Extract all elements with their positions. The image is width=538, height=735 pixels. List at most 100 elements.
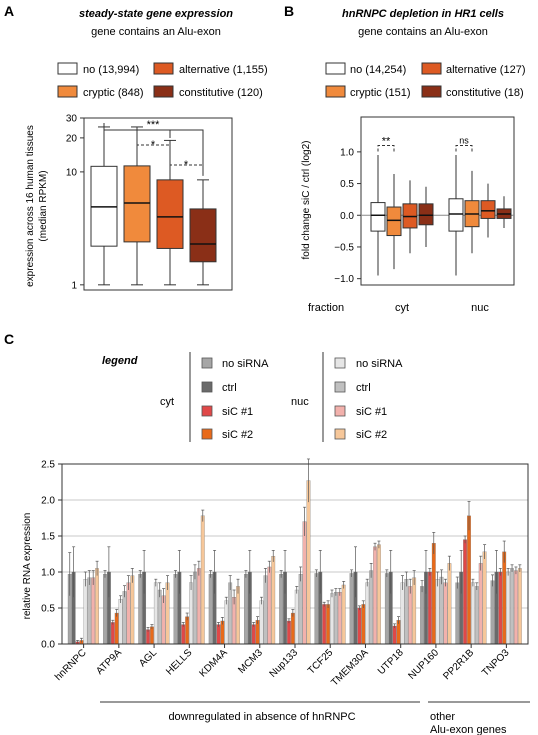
legend-nuc-label-ctrl: ctrl <box>356 382 371 394</box>
bar <box>349 573 354 645</box>
box-alternative <box>402 180 418 254</box>
bar <box>251 624 256 645</box>
y-tick-label: 1.5 <box>41 532 55 543</box>
bar <box>471 582 475 645</box>
legend-cyt-label-no-sirna: no siRNA <box>222 358 269 370</box>
panel-a-significance: ***** <box>103 119 204 176</box>
panel-a-ylabel-line1: expression across 16 human tissues <box>25 125 36 287</box>
bar <box>267 566 272 645</box>
bar <box>435 579 440 645</box>
x-tick-label: NUP160 <box>407 647 442 682</box>
legend-cyt-label-sic2: siC #2 <box>222 429 253 441</box>
bar <box>150 626 154 645</box>
box-constitutive <box>496 196 512 228</box>
bar <box>208 574 213 645</box>
x-tick-label: TCF25 <box>306 647 336 677</box>
legend-cyt-label: cyt <box>160 396 174 408</box>
box-constitutive <box>189 179 217 286</box>
panel-b-fraction-label: fraction <box>308 302 344 314</box>
bar-group-ATP9A <box>103 546 135 645</box>
panel-c-bars <box>67 458 522 645</box>
bar <box>181 624 186 645</box>
box-iqr <box>448 198 464 232</box>
bar <box>365 582 370 645</box>
group-label-other-line1: other <box>430 711 455 723</box>
x-tick-label: Nup133 <box>268 647 301 680</box>
bar <box>392 625 397 645</box>
panel-a-subtitle: gene contains an Alu-exon <box>91 26 221 38</box>
legend-title: legend <box>102 355 138 367</box>
bar-group-NUP160 <box>420 532 452 645</box>
y-tick-label: 2.5 <box>41 460 55 471</box>
legend-swatch-cryptic <box>57 85 78 98</box>
panel-a-letter: A <box>4 3 14 19</box>
box-iqr <box>386 206 402 237</box>
bar <box>361 604 366 645</box>
panel-a-plot-frame <box>83 117 233 291</box>
x-tick-label: TMEM30A <box>329 647 370 688</box>
legend-nuc-label: nuc <box>291 396 309 408</box>
panel-a-title: steady-state gene expression <box>79 8 233 20</box>
panel-b-subtitle: gene contains an Alu-exon <box>358 26 488 38</box>
bar <box>517 568 522 645</box>
x-tick-label: HELLS <box>164 647 194 677</box>
x-tick-label: MCM3 <box>236 647 265 676</box>
y-tick-label: −0.5 <box>334 242 354 253</box>
panel-a: A steady-state gene expression gene cont… <box>4 3 268 291</box>
panel-c-ylabel: relative RNA expression <box>22 513 33 620</box>
bar <box>298 574 303 645</box>
bar-group-AGL <box>138 550 170 645</box>
bar <box>244 574 248 645</box>
legend-nuc-swatch-no-sirna <box>334 357 346 369</box>
legend-swatch-alternative <box>153 62 174 75</box>
bar-group-TMEM30A <box>349 540 381 645</box>
legend-swatch-alternative <box>421 62 442 75</box>
box-no <box>90 126 118 286</box>
x-tick-label: AGL <box>137 647 159 669</box>
panel-c-x-axis: hnRNPC ATP9A AGL HELLS KDM4A MCM3 Nup133 TCF25T… <box>53 644 512 689</box>
bar <box>228 582 233 645</box>
bar <box>455 582 460 645</box>
bar <box>157 589 162 645</box>
legend-label-constitutive: constitutive (18) <box>446 87 524 99</box>
x-tick-label: PP2R1B <box>441 647 476 682</box>
legend-cyt-label-ctrl: ctrl <box>222 382 237 394</box>
y-tick-label: 30 <box>66 114 78 125</box>
bar <box>443 582 448 645</box>
box-cryptic <box>123 126 151 286</box>
bar <box>287 620 291 645</box>
x-tick-label: UTP18 <box>376 647 406 677</box>
panel-b-y-axis: −1.0 −0.5 0.0 0.5 1.0 <box>334 147 361 285</box>
bar <box>314 573 319 645</box>
bar <box>87 577 92 645</box>
bar <box>412 577 417 645</box>
box-alternative <box>480 183 496 238</box>
bar-group-Nup133 <box>279 458 311 645</box>
bar <box>200 515 205 645</box>
bar <box>326 604 330 645</box>
bar-group-TCF25 <box>314 550 346 645</box>
bar <box>400 582 405 645</box>
y-tick-label: 1.0 <box>340 147 354 158</box>
legend-cyt-swatch-ctrl <box>201 381 213 393</box>
bar <box>83 579 88 645</box>
bar <box>126 582 131 645</box>
x-tick-label: ATP9A <box>94 647 124 677</box>
bar <box>490 580 495 645</box>
legend-cyt-swatch-sic1 <box>201 405 213 417</box>
legend-label-cryptic: cryptic (848) <box>83 87 144 99</box>
bar <box>138 574 143 645</box>
bar <box>357 607 362 645</box>
legend-cyt-label-sic1: siC #1 <box>222 406 253 418</box>
panel-b-significance: ** ns <box>377 136 473 152</box>
y-tick-label: 1 <box>71 280 77 291</box>
bar <box>431 543 436 645</box>
box-group-nuc <box>448 155 512 276</box>
significance-bracket-nuc <box>455 145 473 152</box>
bar <box>373 546 377 645</box>
bar-group-TNPO3 <box>490 540 522 645</box>
box-iqr <box>189 208 217 263</box>
legend-label-cryptic: cryptic (151) <box>350 87 411 99</box>
legend-swatch-no <box>57 62 78 75</box>
panel-a-y-axis: 1 10 20 30 <box>66 114 84 291</box>
